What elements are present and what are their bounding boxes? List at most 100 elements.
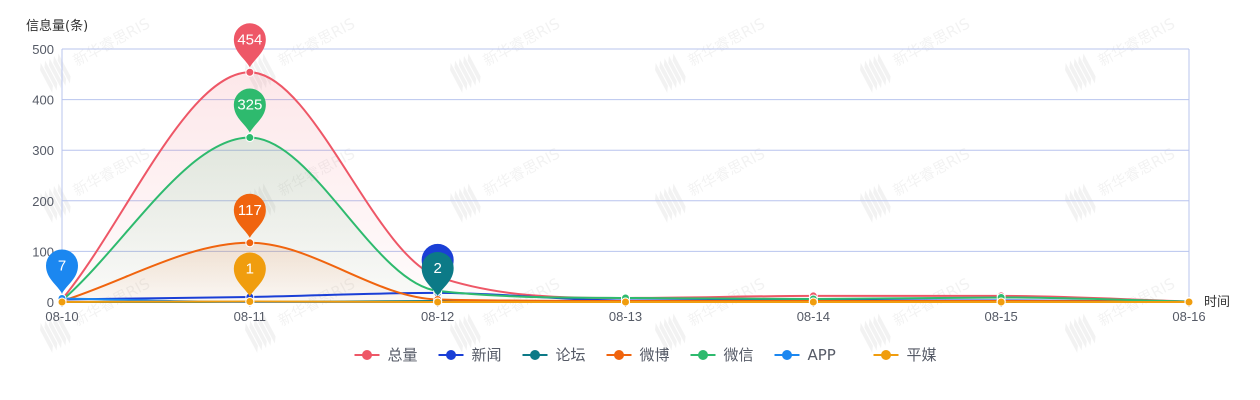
legend-item-平媒[interactable]: 平媒 [873, 346, 937, 364]
max-marker-微信[interactable]: 325 [233, 88, 266, 133]
watermark-logo-stroke [262, 313, 276, 344]
watermark-logo-stroke [253, 318, 267, 349]
watermark-logo-stroke [873, 55, 887, 86]
watermark: 新华睿思RIS [450, 274, 563, 353]
watermark-logo-stroke [458, 188, 472, 219]
y-tick-label: 100 [32, 244, 54, 259]
x-tick-label: 08-10 [45, 309, 78, 324]
x-tick-label: 08-15 [985, 309, 1018, 324]
watermark-logo-stroke [663, 188, 677, 219]
legend-swatch-dot [362, 350, 372, 360]
watermark-logo-stroke [1082, 183, 1096, 214]
marker-label: 325 [237, 97, 262, 114]
watermark-text: 新华睿思RIS [480, 14, 563, 70]
data-point-平媒[interactable] [433, 297, 443, 307]
watermark-text: 新华睿思RIS [890, 14, 973, 70]
x-tick-label: 08-11 [234, 309, 266, 324]
legend-label: APP [808, 346, 836, 364]
watermark-logo-stroke [57, 313, 71, 344]
max-marker-APP[interactable]: 7 [46, 249, 78, 294]
max-marker-总量[interactable]: 454 [233, 23, 266, 68]
data-point-平媒[interactable] [1184, 297, 1194, 307]
watermark-logo-stroke [1065, 62, 1078, 93]
watermark-logo-stroke [668, 315, 682, 346]
watermark-logo-stroke [655, 62, 668, 93]
watermark-logo-stroke [454, 60, 468, 91]
legend-item-论坛[interactable]: 论坛 [522, 346, 586, 364]
y-tick-label: 500 [32, 42, 54, 57]
marker-label: 117 [238, 202, 262, 219]
watermark-text: 新华睿思RIS [890, 144, 973, 200]
watermark: 新华睿思RIS [655, 274, 768, 353]
legend-label: 微信 [724, 346, 754, 364]
watermark-logo-stroke [877, 313, 891, 344]
watermark-logo-stroke [53, 185, 67, 216]
legend-label: 总量 [388, 346, 418, 364]
legend-item-新闻[interactable]: 新闻 [438, 346, 502, 364]
watermark: 新华睿思RIS [860, 144, 973, 223]
x-axis-title: 时间 [1204, 295, 1230, 310]
watermark-logo-stroke [48, 318, 62, 349]
y-tick-label: 0 [47, 295, 54, 310]
watermark-logo-stroke [249, 320, 263, 351]
watermark-logo-stroke [1078, 315, 1092, 346]
watermark-logo-stroke [663, 58, 677, 89]
watermark-logo-stroke [262, 53, 276, 84]
watermark-logo-stroke [659, 60, 673, 91]
data-point-微博[interactable] [245, 238, 255, 248]
legend[interactable]: 总量 新闻 论坛 微博 微信 APP 平媒 [354, 346, 937, 364]
watermark-logo-stroke [868, 318, 882, 349]
x-tick-label: 08-14 [797, 309, 830, 324]
data-point-平媒[interactable] [996, 297, 1006, 307]
marker-label: 1 [246, 260, 254, 277]
data-point-微信[interactable] [245, 133, 255, 143]
watermark-logo-stroke [860, 62, 873, 93]
watermark-logo-stroke [463, 55, 477, 86]
watermark-logo-stroke [1065, 322, 1078, 353]
legend-swatch-dot [881, 350, 891, 360]
watermark-logo-stroke [458, 58, 472, 89]
watermark-logo-stroke [467, 183, 481, 214]
marker-pin [233, 193, 266, 238]
watermark-logo-stroke [668, 55, 682, 86]
watermark-logo-stroke [1069, 320, 1083, 351]
watermark-logo-stroke [877, 183, 891, 214]
watermark-logo-stroke [48, 188, 62, 219]
legend-item-APP[interactable]: APP [774, 346, 836, 364]
data-point-平媒[interactable] [621, 297, 630, 307]
legend-swatch-dot [530, 350, 540, 360]
watermark-logo-stroke [40, 62, 53, 93]
watermark-logo-stroke [1069, 60, 1083, 91]
watermark-logo-stroke [672, 53, 686, 84]
watermark-logo-stroke [672, 313, 686, 344]
legend-label: 论坛 [556, 346, 586, 364]
marker-pin [233, 252, 266, 297]
watermark-logo-stroke [659, 190, 673, 221]
data-point-平媒[interactable] [245, 296, 255, 306]
max-marker-平媒[interactable]: 1 [233, 252, 266, 297]
legend-swatch-dot [698, 350, 708, 360]
data-point-平媒[interactable] [57, 297, 67, 307]
watermark-logo-stroke [1082, 53, 1096, 84]
legend-item-微博[interactable]: 微博 [606, 346, 670, 364]
watermark-logo-stroke [57, 183, 71, 214]
watermark-text: 新华睿思RIS [1095, 144, 1178, 200]
watermark-logo-stroke [44, 60, 58, 91]
watermark-logo-stroke [454, 190, 468, 221]
y-tick-label: 400 [32, 93, 54, 108]
data-points [57, 67, 1194, 307]
max-marker-微博[interactable]: 117 [233, 193, 266, 238]
y-tick-label: 300 [32, 143, 54, 158]
watermark: 新华睿思RIS [450, 14, 563, 93]
legend-item-总量[interactable]: 总量 [354, 346, 418, 364]
watermark-logo-stroke [454, 320, 468, 351]
watermark-text: 新华睿思RIS [480, 144, 563, 200]
max-marker-论坛[interactable]: 2 [421, 251, 454, 296]
watermark-logo-stroke [1078, 55, 1092, 86]
legend-swatch-dot [614, 350, 624, 360]
data-point-总量[interactable] [245, 67, 255, 77]
watermark-logo-stroke [40, 192, 53, 223]
data-point-平媒[interactable] [808, 297, 818, 307]
y-axis-title: 信息量(条) [26, 18, 88, 34]
legend-item-微信[interactable]: 微信 [690, 346, 754, 364]
